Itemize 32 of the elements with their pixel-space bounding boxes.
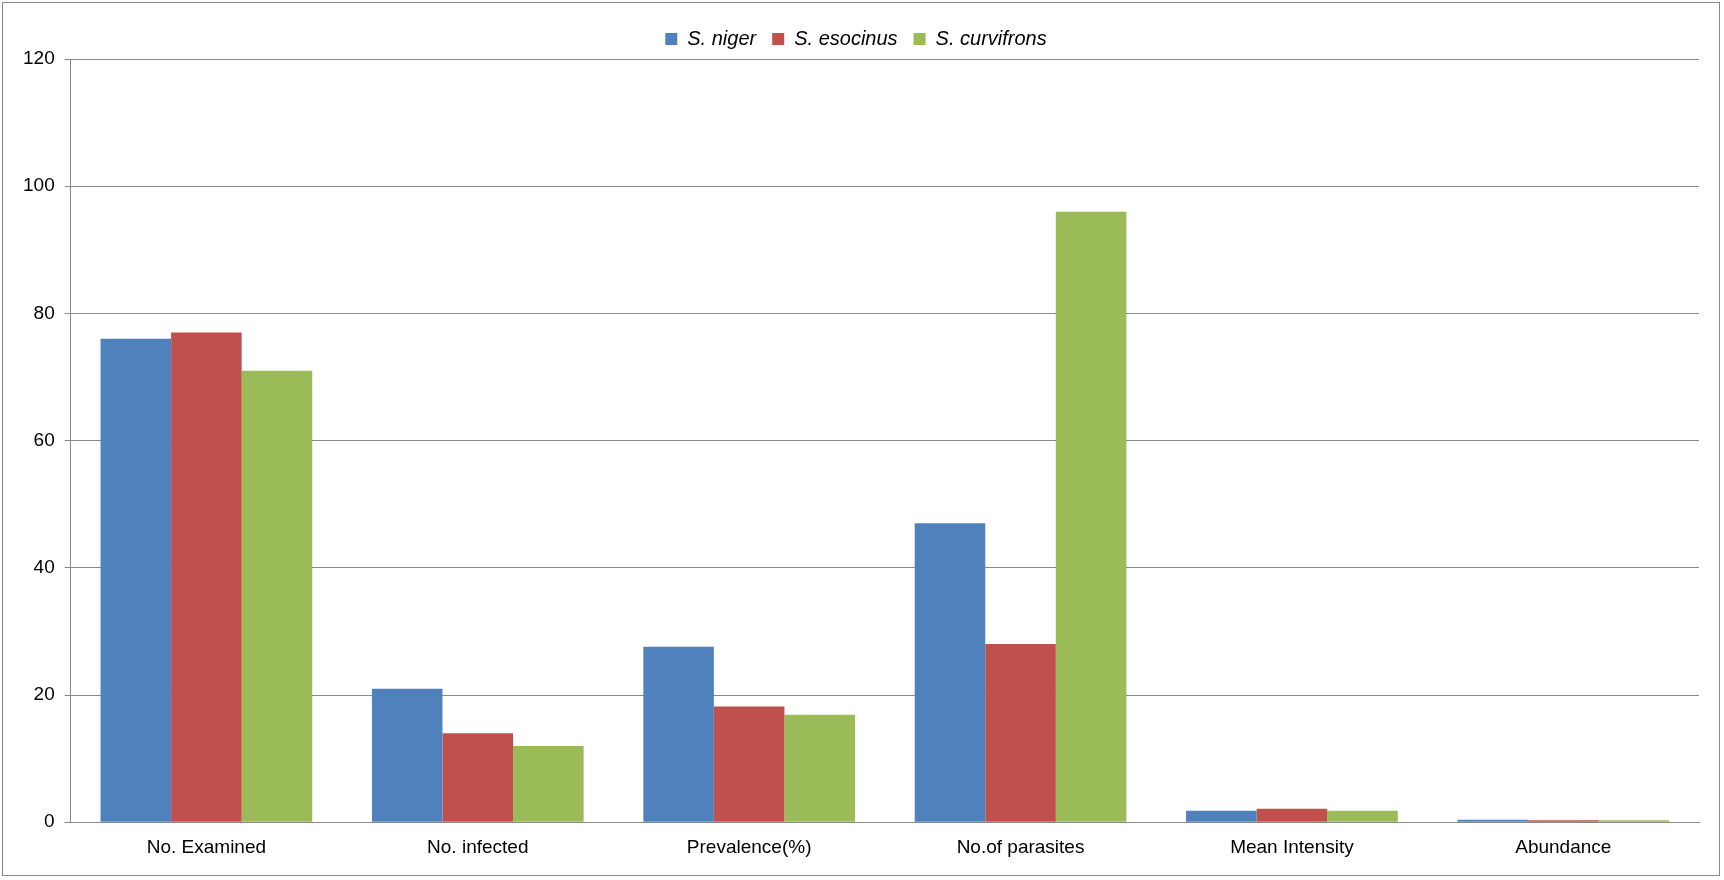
bar [784, 714, 855, 822]
x-tick-label: No. Examined [146, 835, 267, 857]
x-tick-label: No. infected [427, 835, 529, 857]
bar [1186, 810, 1257, 822]
bar [442, 733, 514, 822]
bar [241, 370, 313, 822]
y-tick-label: 100 [23, 174, 55, 196]
y-tick-label: 20 [33, 683, 55, 705]
bar [914, 523, 986, 822]
y-tick-label: 0 [44, 810, 55, 832]
bar [1457, 819, 1529, 822]
y-tick-label: 60 [33, 428, 55, 450]
bar [713, 706, 785, 822]
legend-label: S. niger [687, 26, 758, 49]
x-tick-label: Mean Intensity [1230, 835, 1355, 857]
legend-label: S. esocinus [794, 26, 898, 49]
x-tick-label: No.of parasites [956, 835, 1085, 857]
x-tick-label: Prevalence(%) [686, 835, 812, 857]
y-tick-label: 80 [33, 301, 55, 323]
x-tick-label: Abundance [1515, 835, 1612, 857]
legend-label: S. curvifrons [935, 26, 1047, 49]
bar [1055, 211, 1127, 822]
bar [643, 646, 714, 822]
bar [1327, 810, 1398, 822]
bar [171, 332, 242, 822]
bar [513, 745, 584, 822]
bar [100, 338, 172, 822]
bar [371, 688, 443, 822]
y-tick-label: 120 [23, 47, 55, 69]
bar [985, 644, 1056, 822]
bar [1256, 808, 1328, 822]
y-tick-label: 40 [33, 556, 55, 578]
